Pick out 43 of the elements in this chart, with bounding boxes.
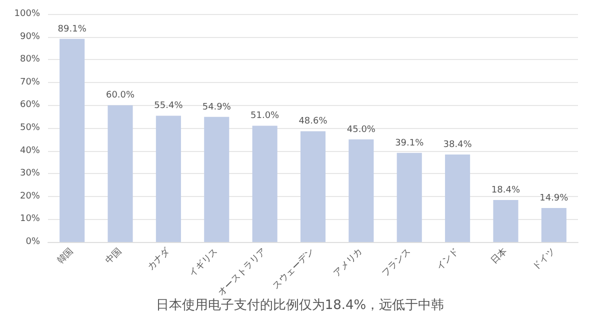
bar (541, 208, 566, 242)
x-tick-label: 日本 (488, 246, 510, 266)
text: 日本使用电子支付的比例仅为18.4%，远低于中韩 (156, 298, 444, 313)
data-label: 89.1% (58, 24, 87, 34)
bar (156, 116, 181, 242)
y-tick-label: 20% (20, 191, 40, 202)
bar (108, 105, 133, 242)
y-tick-label: 100% (14, 9, 40, 19)
y-tick-label: 0% (26, 237, 40, 247)
y-tick-label: 30% (20, 168, 40, 179)
data-label: 48.6% (298, 116, 328, 127)
y-tick-label: 60% (20, 100, 40, 110)
data-label: 14.9% (540, 194, 569, 204)
data-label: 38.4% (443, 140, 472, 150)
bar (445, 154, 470, 242)
y-tick-label: 50% (20, 123, 40, 133)
data-label: 18.4% (491, 186, 520, 196)
y-tick-label: 40% (20, 146, 40, 156)
x-tick-label: アメリカ (332, 246, 365, 279)
data-label: 45.0% (346, 124, 376, 135)
bar (204, 116, 230, 242)
bar (252, 126, 278, 242)
x-tick-label: インド (434, 246, 462, 273)
x-tick-label: フランス (380, 246, 413, 279)
x-tick-label: 韓国 (55, 246, 76, 266)
x-tick-label: ドイツ (531, 246, 558, 273)
x-tick-label: カナダ (145, 245, 173, 273)
data-label: 54.9% (202, 102, 232, 112)
bar (493, 200, 518, 242)
y-tick-label: 70% (20, 77, 40, 88)
x-tick-label: スウェーデン (271, 246, 317, 292)
x-tick-label: 中国 (103, 246, 124, 266)
data-label: 39.1% (395, 138, 424, 148)
data-label: 60.0% (106, 90, 136, 101)
y-tick-label: 90% (20, 32, 40, 42)
bar (348, 139, 374, 242)
y-tick-label: 80% (20, 54, 40, 65)
data-label: 55.4% (154, 101, 184, 112)
y-tick-label: 10% (20, 214, 40, 224)
data-label: 51.0% (250, 111, 280, 122)
bar (60, 38, 85, 242)
bar (300, 131, 326, 242)
bar (396, 152, 422, 242)
